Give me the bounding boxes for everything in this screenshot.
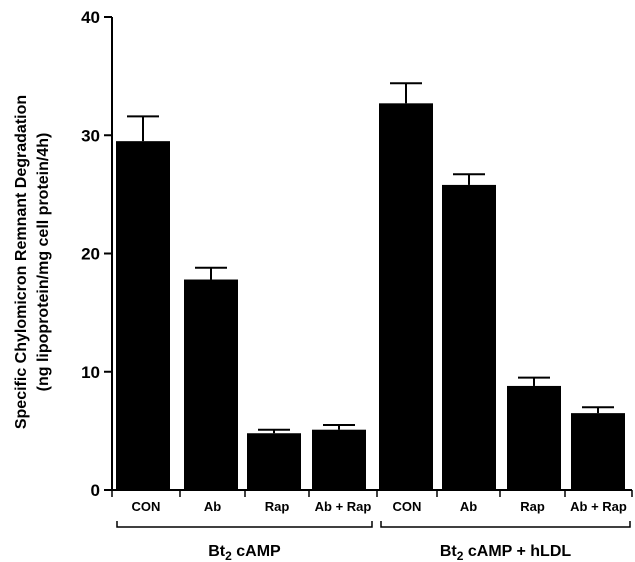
category-label: Ab xyxy=(460,499,477,514)
category-label: Ab xyxy=(204,499,221,514)
y-tick-label: 20 xyxy=(81,245,100,264)
bar xyxy=(116,141,170,490)
bar xyxy=(184,279,238,490)
category-label: Rap xyxy=(265,499,290,514)
y-tick-label: 30 xyxy=(81,126,100,145)
bar xyxy=(379,103,433,490)
category-label: CON xyxy=(393,499,422,514)
y-axis-title: Specific Chylomicron Remnant Degradation… xyxy=(13,95,52,429)
group-label: Bt2 cAMP xyxy=(208,543,281,562)
y-tick-label: 40 xyxy=(81,8,100,27)
bar xyxy=(247,433,301,490)
group-label: Bt2 cAMP + hLDL xyxy=(440,543,572,562)
bar xyxy=(442,184,496,491)
category-label: Ab + Rap xyxy=(315,499,372,514)
y-tick-label: 10 xyxy=(81,363,100,382)
y-tick-label: 0 xyxy=(91,481,100,500)
y-axis-title-line-1: Specific Chylomicron Remnant Degradation xyxy=(13,95,30,429)
category-label: Rap xyxy=(520,499,545,514)
bar xyxy=(571,413,625,490)
group-bracket xyxy=(380,521,631,528)
y-axis-title-line-2: (ng lipoprotein/mg cell protein/4h) xyxy=(35,133,52,392)
group-bracket xyxy=(116,521,373,528)
bar xyxy=(507,385,561,490)
plot-area: 0 10 20 30 40 CON Ab Rap Ab + Rap CON Ab Rap Ab + Ra… xyxy=(81,8,633,562)
bar xyxy=(312,429,366,490)
category-label: Ab + Rap xyxy=(570,499,627,514)
category-label: CON xyxy=(132,499,161,514)
